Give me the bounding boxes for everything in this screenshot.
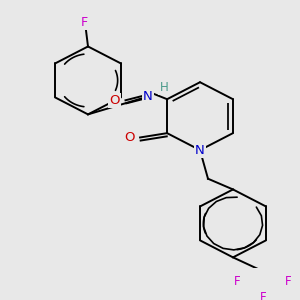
Text: O: O (124, 131, 134, 144)
Text: F: F (260, 291, 266, 300)
Text: F: F (285, 275, 292, 288)
Text: F: F (80, 16, 88, 29)
Text: H: H (160, 81, 168, 94)
Text: F: F (234, 275, 241, 288)
Text: O: O (109, 94, 120, 107)
Text: N: N (143, 90, 153, 103)
Text: N: N (195, 144, 205, 157)
